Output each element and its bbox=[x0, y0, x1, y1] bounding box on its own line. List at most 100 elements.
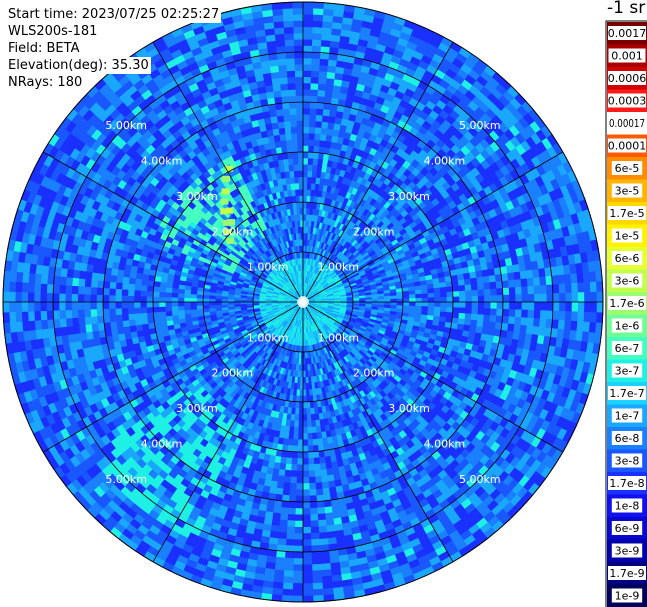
data-cell bbox=[306, 201, 311, 209]
data-cell bbox=[310, 278, 315, 286]
data-cell bbox=[311, 170, 318, 178]
data-cell bbox=[388, 261, 397, 268]
data-cell bbox=[306, 283, 309, 291]
data-cell bbox=[329, 281, 336, 287]
data-cell bbox=[329, 109, 338, 118]
data-cell bbox=[353, 209, 360, 218]
data-cell bbox=[359, 271, 367, 277]
data-cell bbox=[502, 302, 510, 310]
data-cell bbox=[360, 178, 369, 187]
data-cell bbox=[396, 305, 404, 310]
data-cell bbox=[311, 287, 317, 294]
data-cell bbox=[363, 317, 371, 322]
data-cell bbox=[525, 269, 534, 280]
data-cell bbox=[557, 319, 566, 331]
data-cell bbox=[451, 251, 460, 260]
data-cell bbox=[351, 223, 359, 232]
data-cell bbox=[346, 302, 354, 304]
data-cell bbox=[303, 114, 311, 121]
data-cell bbox=[418, 60, 430, 71]
data-cell bbox=[340, 303, 348, 306]
data-cell bbox=[527, 244, 536, 255]
data-cell bbox=[457, 279, 466, 287]
data-cell bbox=[351, 270, 359, 276]
data-cell bbox=[333, 9, 345, 18]
data-cell bbox=[309, 302, 316, 304]
data-cell bbox=[285, 538, 295, 547]
data-cell bbox=[530, 144, 543, 157]
data-cell bbox=[284, 469, 292, 477]
data-cell bbox=[414, 44, 428, 56]
data-cell bbox=[512, 109, 525, 122]
data-cell bbox=[339, 35, 351, 44]
data-cell bbox=[424, 270, 432, 277]
data-cell bbox=[387, 245, 396, 253]
data-cell bbox=[442, 73, 455, 85]
data-cell bbox=[432, 320, 440, 327]
data-cell bbox=[571, 412, 582, 425]
data-cell bbox=[312, 588, 324, 596]
data-cell bbox=[303, 239, 306, 246]
data-cell bbox=[442, 89, 455, 101]
data-cell bbox=[303, 151, 309, 159]
data-cell bbox=[459, 110, 472, 122]
data-cell bbox=[331, 314, 338, 319]
data-cell bbox=[302, 589, 314, 597]
data-cell bbox=[342, 267, 349, 273]
data-cell bbox=[466, 115, 478, 128]
data-cell bbox=[361, 215, 369, 224]
data-cell bbox=[362, 131, 372, 140]
data-cell bbox=[305, 290, 309, 297]
data-cell bbox=[297, 451, 303, 459]
data-cell bbox=[311, 287, 316, 293]
data-cell bbox=[362, 264, 370, 270]
data-cell bbox=[483, 81, 497, 94]
data-cell bbox=[569, 191, 580, 205]
data-cell bbox=[573, 201, 583, 214]
data-cell bbox=[356, 282, 364, 287]
data-cell bbox=[584, 351, 593, 364]
data-cell bbox=[282, 482, 291, 490]
data-cell bbox=[303, 220, 307, 228]
data-cell bbox=[436, 330, 444, 338]
data-cell bbox=[304, 289, 306, 296]
data-cell bbox=[389, 225, 398, 233]
data-cell bbox=[563, 398, 574, 411]
data-cell bbox=[515, 302, 523, 311]
data-cell bbox=[322, 281, 328, 287]
data-cell bbox=[373, 246, 382, 254]
data-cell bbox=[450, 322, 459, 330]
data-cell bbox=[289, 482, 297, 490]
data-cell bbox=[343, 283, 351, 288]
data-cell bbox=[457, 230, 466, 240]
data-cell bbox=[440, 296, 448, 303]
data-cell bbox=[477, 283, 485, 291]
data-cell bbox=[334, 304, 341, 307]
data-cell bbox=[395, 262, 404, 269]
data-cell bbox=[308, 126, 316, 134]
data-cell bbox=[299, 389, 303, 397]
data-cell bbox=[307, 293, 313, 298]
data-cell bbox=[305, 290, 310, 297]
data-cell bbox=[379, 233, 388, 241]
data-cell bbox=[468, 69, 481, 81]
data-cell bbox=[443, 270, 452, 278]
data-cell bbox=[565, 292, 573, 303]
data-cell bbox=[364, 289, 372, 294]
data-cell bbox=[298, 426, 303, 434]
data-cell bbox=[593, 260, 602, 273]
data-cell bbox=[375, 210, 383, 219]
data-cell bbox=[349, 222, 356, 230]
data-cell bbox=[330, 141, 338, 150]
data-cell bbox=[333, 276, 340, 282]
data-cell bbox=[476, 117, 489, 129]
data-cell bbox=[368, 320, 376, 326]
data-cell bbox=[571, 349, 581, 362]
data-cell bbox=[449, 41, 463, 54]
data-cell bbox=[396, 64, 409, 74]
data-cell bbox=[407, 61, 419, 72]
data-cell bbox=[358, 295, 366, 299]
data-cell bbox=[557, 396, 568, 409]
data-cell bbox=[340, 118, 349, 127]
data-cell bbox=[321, 165, 328, 173]
